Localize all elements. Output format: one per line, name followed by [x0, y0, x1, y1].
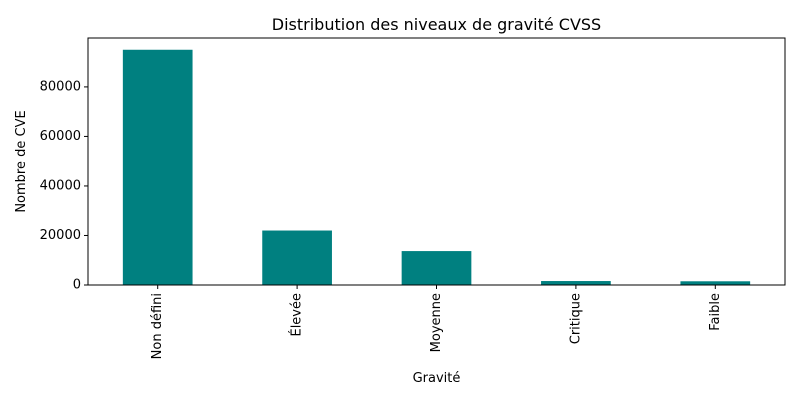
- y-tick-label-2: 40000: [40, 178, 81, 193]
- bar-0: [122, 49, 193, 286]
- y-tick-label-1: 20000: [40, 228, 81, 243]
- y-tick-label-4: 80000: [40, 79, 81, 94]
- plot-frame: [87, 37, 786, 286]
- x-axis-label: Gravité: [413, 371, 461, 386]
- x-tick-label-1: Élevée: [289, 293, 305, 337]
- y-tick-label-0: 0: [73, 278, 81, 293]
- y-axis-label: Nombre de CVE: [14, 110, 29, 212]
- bar-4: [680, 281, 751, 285]
- x-tick-label-2: Moyenne: [429, 293, 444, 352]
- x-axis-ticks: Non défini Élevée Moyenne Critique Faible: [150, 285, 723, 359]
- bar-2: [401, 251, 472, 285]
- y-axis-ticks: 0 20000 40000 60000 80000: [40, 79, 88, 293]
- bar-3: [541, 281, 611, 285]
- x-tick-label-4: Faible: [708, 293, 723, 331]
- bar-1: [262, 230, 332, 285]
- y-tick-label-3: 60000: [40, 129, 81, 144]
- bars-group: [122, 49, 751, 286]
- chart-title: Distribution des niveaux de gravité CVSS: [272, 15, 601, 34]
- x-tick-label-3: Critique: [568, 293, 583, 344]
- x-tick-label-0: Non défini: [150, 293, 165, 359]
